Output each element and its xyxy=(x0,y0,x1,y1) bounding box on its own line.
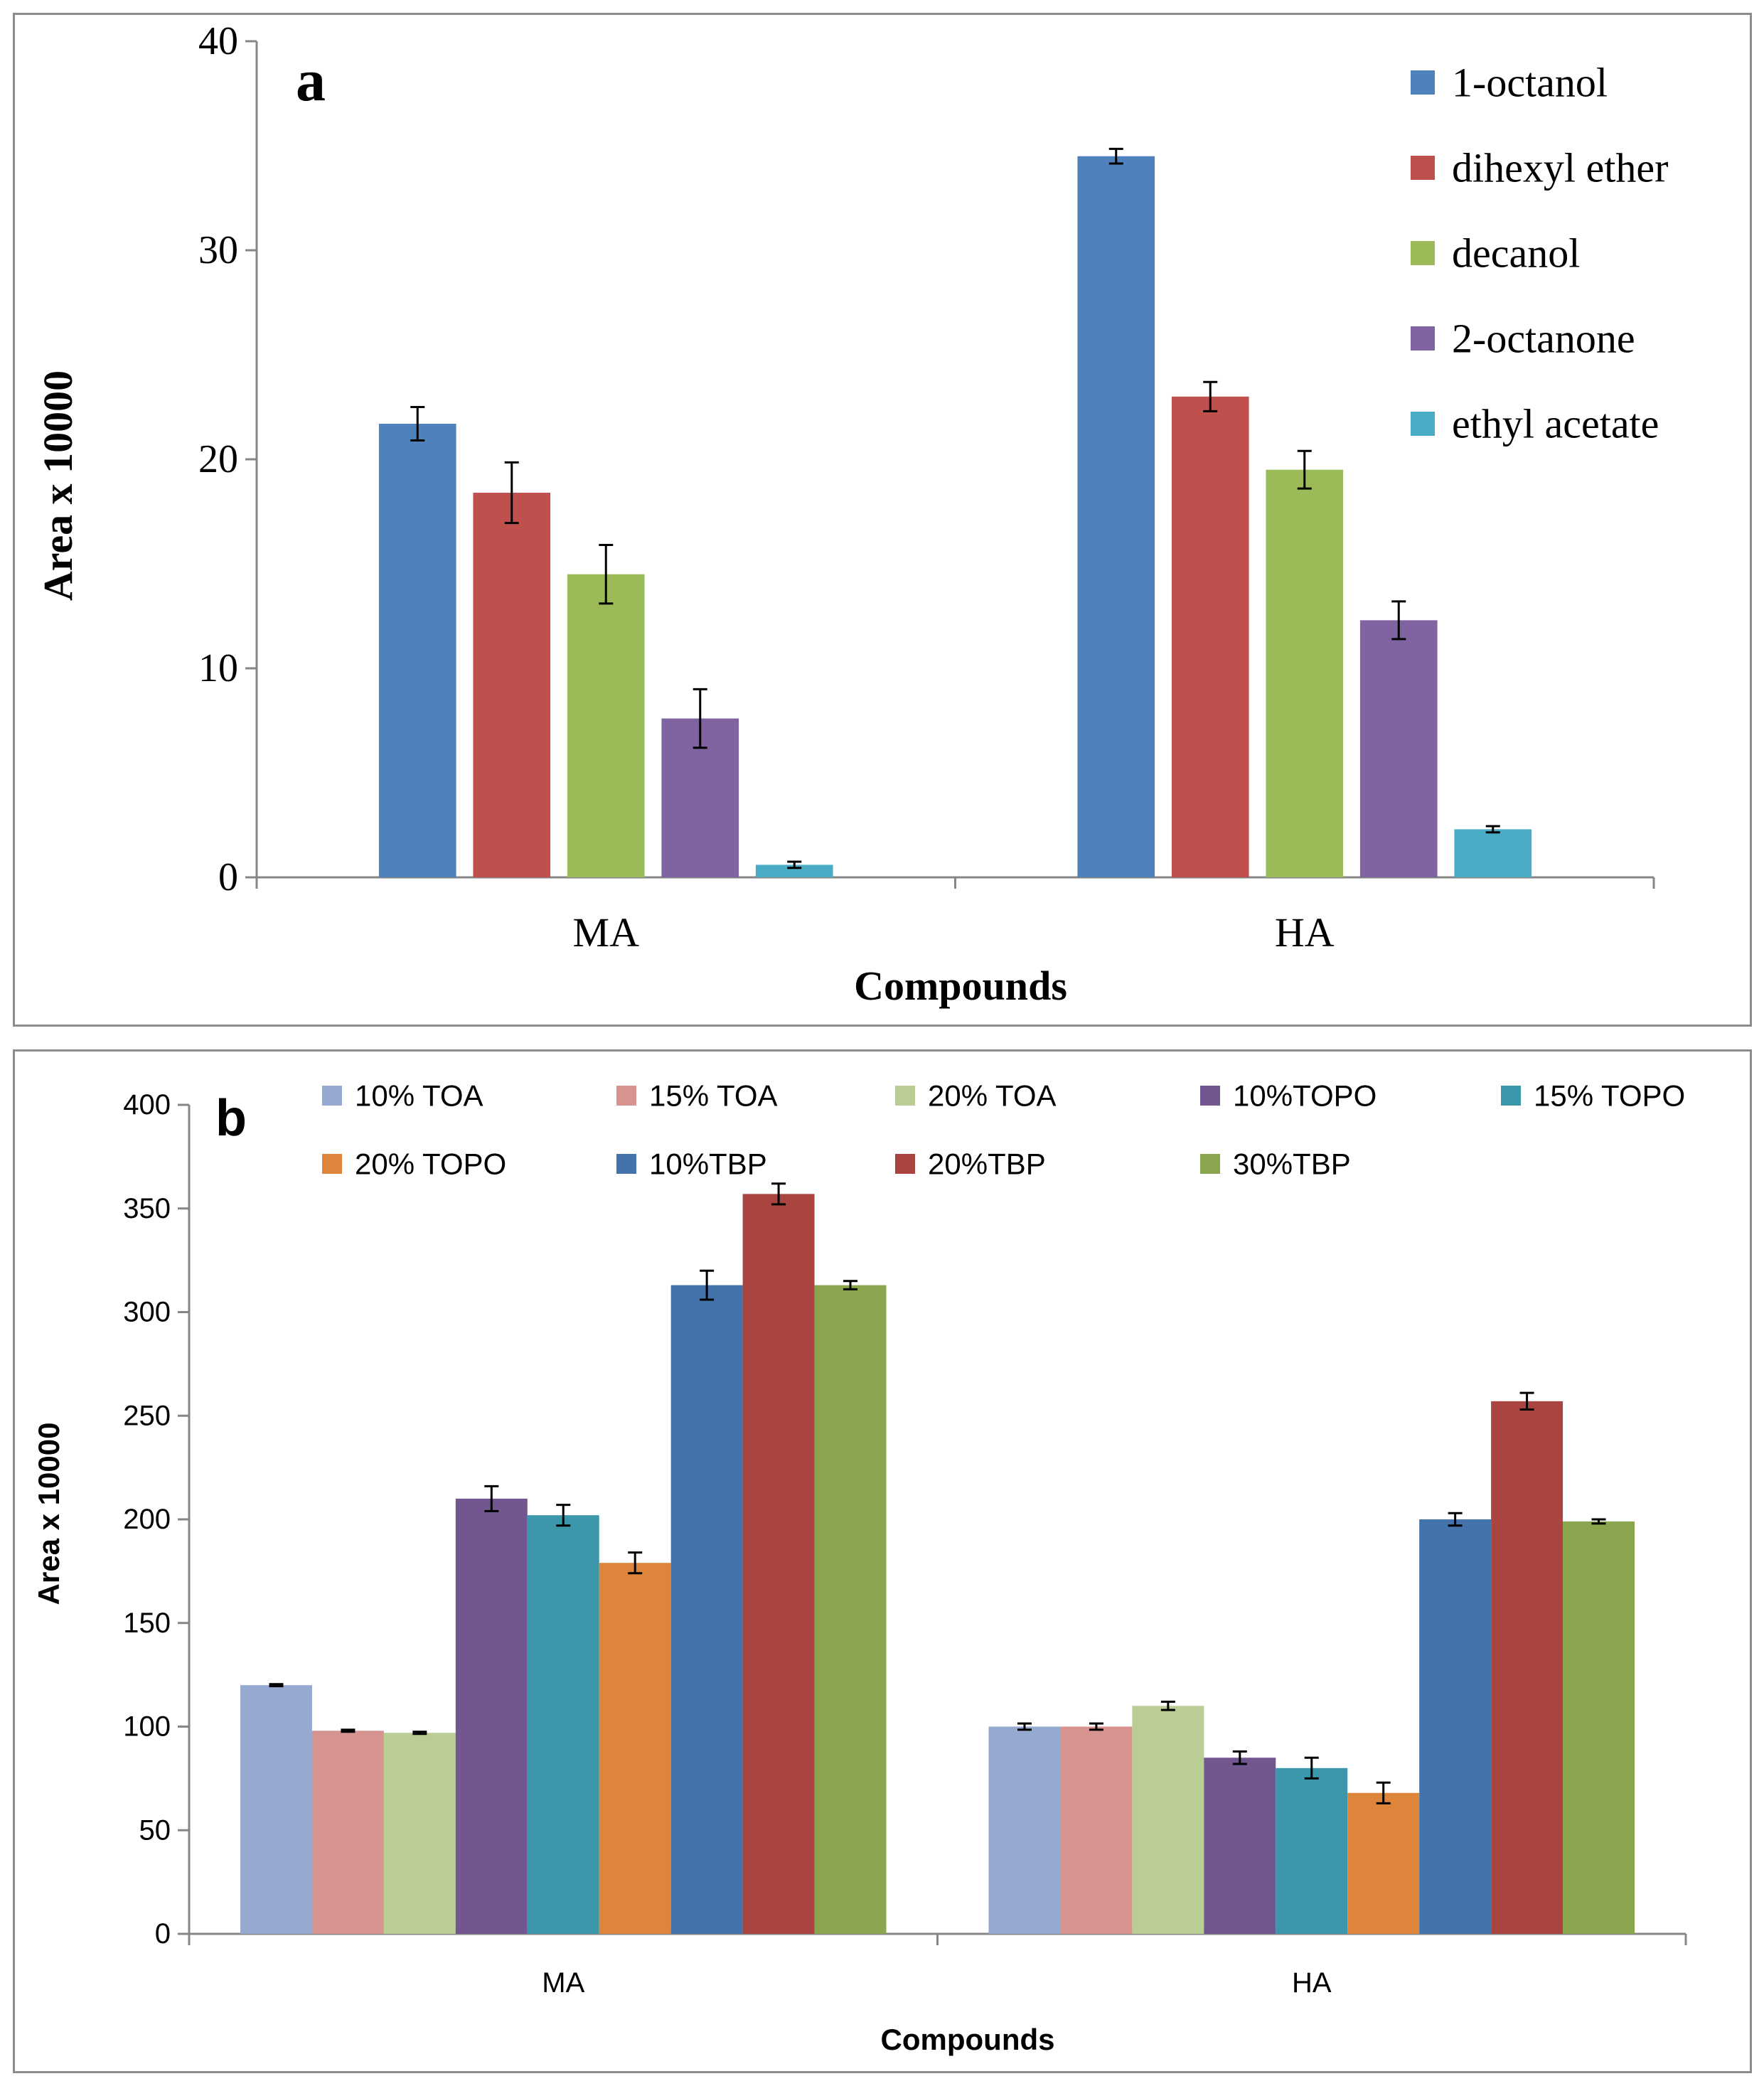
y-tick-label: 40 xyxy=(198,19,238,63)
panel-label: a xyxy=(296,48,326,114)
bar-0-8 xyxy=(814,1285,887,1934)
bar-0-6 xyxy=(670,1285,743,1934)
y-tick-label: 300 xyxy=(123,1297,171,1328)
bar-1-2 xyxy=(1266,469,1344,877)
legend-swatch xyxy=(1200,1154,1220,1174)
bar-0-5 xyxy=(599,1563,671,1934)
bar-1-0 xyxy=(1077,156,1155,877)
legend-swatch xyxy=(1411,241,1435,265)
panel-label: b xyxy=(215,1090,247,1147)
y-tick-label: 30 xyxy=(198,228,238,272)
bar-1-7 xyxy=(1491,1401,1563,1934)
y-tick-label: 200 xyxy=(123,1504,171,1535)
y-tick-label: 250 xyxy=(123,1400,171,1431)
legend-swatch xyxy=(322,1154,342,1174)
x-axis-title: Compounds xyxy=(854,963,1067,1009)
legend-swatch xyxy=(1411,326,1435,351)
y-tick-label: 150 xyxy=(123,1608,171,1639)
x-axis-title: Compounds xyxy=(881,2023,1055,2056)
bar-0-3 xyxy=(455,1498,528,1934)
legend-label: 20% TOA xyxy=(928,1079,1057,1113)
x-category-label: HA xyxy=(1275,909,1335,956)
x-category-label: MA xyxy=(542,1967,584,1999)
y-tick-label: 0 xyxy=(218,855,238,899)
bar-1-3 xyxy=(1204,1758,1276,1934)
legend-swatch xyxy=(1501,1086,1521,1106)
chart-a-plot: 0 10 20 30 40 MA HA Compounds Area x 10000 a 1-oct… xyxy=(35,19,1668,1009)
bar-0-1 xyxy=(311,1731,384,1934)
legend-swatch xyxy=(616,1154,636,1174)
legend-swatch xyxy=(1200,1086,1220,1106)
legend-label: 1-octanol xyxy=(1452,60,1608,106)
y-tick-label: 100 xyxy=(123,1711,171,1743)
bar-1-5 xyxy=(1347,1792,1420,1934)
y-tick-label: 350 xyxy=(123,1193,171,1224)
bar-1-1 xyxy=(1060,1726,1133,1934)
legend-label: 2-octanone xyxy=(1452,316,1635,362)
y-tick-label: 10 xyxy=(198,646,238,690)
legend-label: 30%TBP xyxy=(1233,1148,1351,1181)
legend-label: ethyl acetate xyxy=(1452,401,1659,447)
legend-swatch xyxy=(895,1086,915,1106)
x-category-label: HA xyxy=(1292,1967,1332,1999)
bar-1-1 xyxy=(1171,396,1249,877)
bar-1-8 xyxy=(1563,1521,1635,1934)
y-axis-title: Area x 10000 xyxy=(35,370,81,601)
bar-1-6 xyxy=(1419,1519,1492,1934)
legend-label: 10%TOPO xyxy=(1233,1079,1377,1113)
bar-0-4 xyxy=(527,1515,599,1934)
bar-0-1 xyxy=(473,493,551,877)
bar-1-0 xyxy=(988,1726,1061,1934)
legend-label: 15% TOA xyxy=(649,1079,778,1113)
bar-0-0 xyxy=(378,424,456,877)
legend-label: 10% TOA xyxy=(355,1079,483,1113)
legend-label: decanol xyxy=(1452,230,1580,277)
chart-panel-b: 0 50 100 150 200 250 300 350 400 MA HA Compounds Are… xyxy=(13,1049,1752,2073)
legend-swatch xyxy=(1411,70,1435,95)
bar-0-2 xyxy=(567,574,645,877)
x-category-label: MA xyxy=(573,909,640,956)
y-tick-label: 50 xyxy=(139,1814,171,1846)
bar-1-4 xyxy=(1454,829,1532,877)
y-tick-label: 0 xyxy=(155,1918,171,1949)
legend-swatch xyxy=(1411,412,1435,436)
chart-b-plot: 0 50 100 150 200 250 300 350 400 MA HA Compounds Are… xyxy=(32,1079,1687,2056)
legend-swatch xyxy=(1411,156,1435,180)
legend-label: 20% TOPO xyxy=(355,1148,506,1181)
bar-0-2 xyxy=(383,1733,456,1934)
y-tick-label: 400 xyxy=(123,1089,171,1120)
y-tick-label: 20 xyxy=(198,437,238,481)
legend-label: 10%TBP xyxy=(649,1148,767,1181)
bar-0-7 xyxy=(742,1194,815,1934)
bar-0-4 xyxy=(755,865,833,877)
y-axis-title: Area x 10000 xyxy=(32,1423,65,1605)
legend-swatch xyxy=(322,1086,342,1106)
legend-swatch xyxy=(895,1154,915,1174)
bar-1-3 xyxy=(1359,620,1438,877)
legend-swatch xyxy=(616,1086,636,1106)
bar-1-2 xyxy=(1132,1706,1204,1934)
legend-label: 15% TOPO xyxy=(1534,1079,1685,1113)
bar-0-0 xyxy=(240,1685,312,1934)
chart-panel-a: 0 10 20 30 40 MA HA Compounds Area x 10000 a 1-oct… xyxy=(13,13,1752,1027)
legend-label: dihexyl ether xyxy=(1452,145,1668,191)
legend-label: 20%TBP xyxy=(928,1148,1046,1181)
bar-1-4 xyxy=(1276,1767,1348,1934)
